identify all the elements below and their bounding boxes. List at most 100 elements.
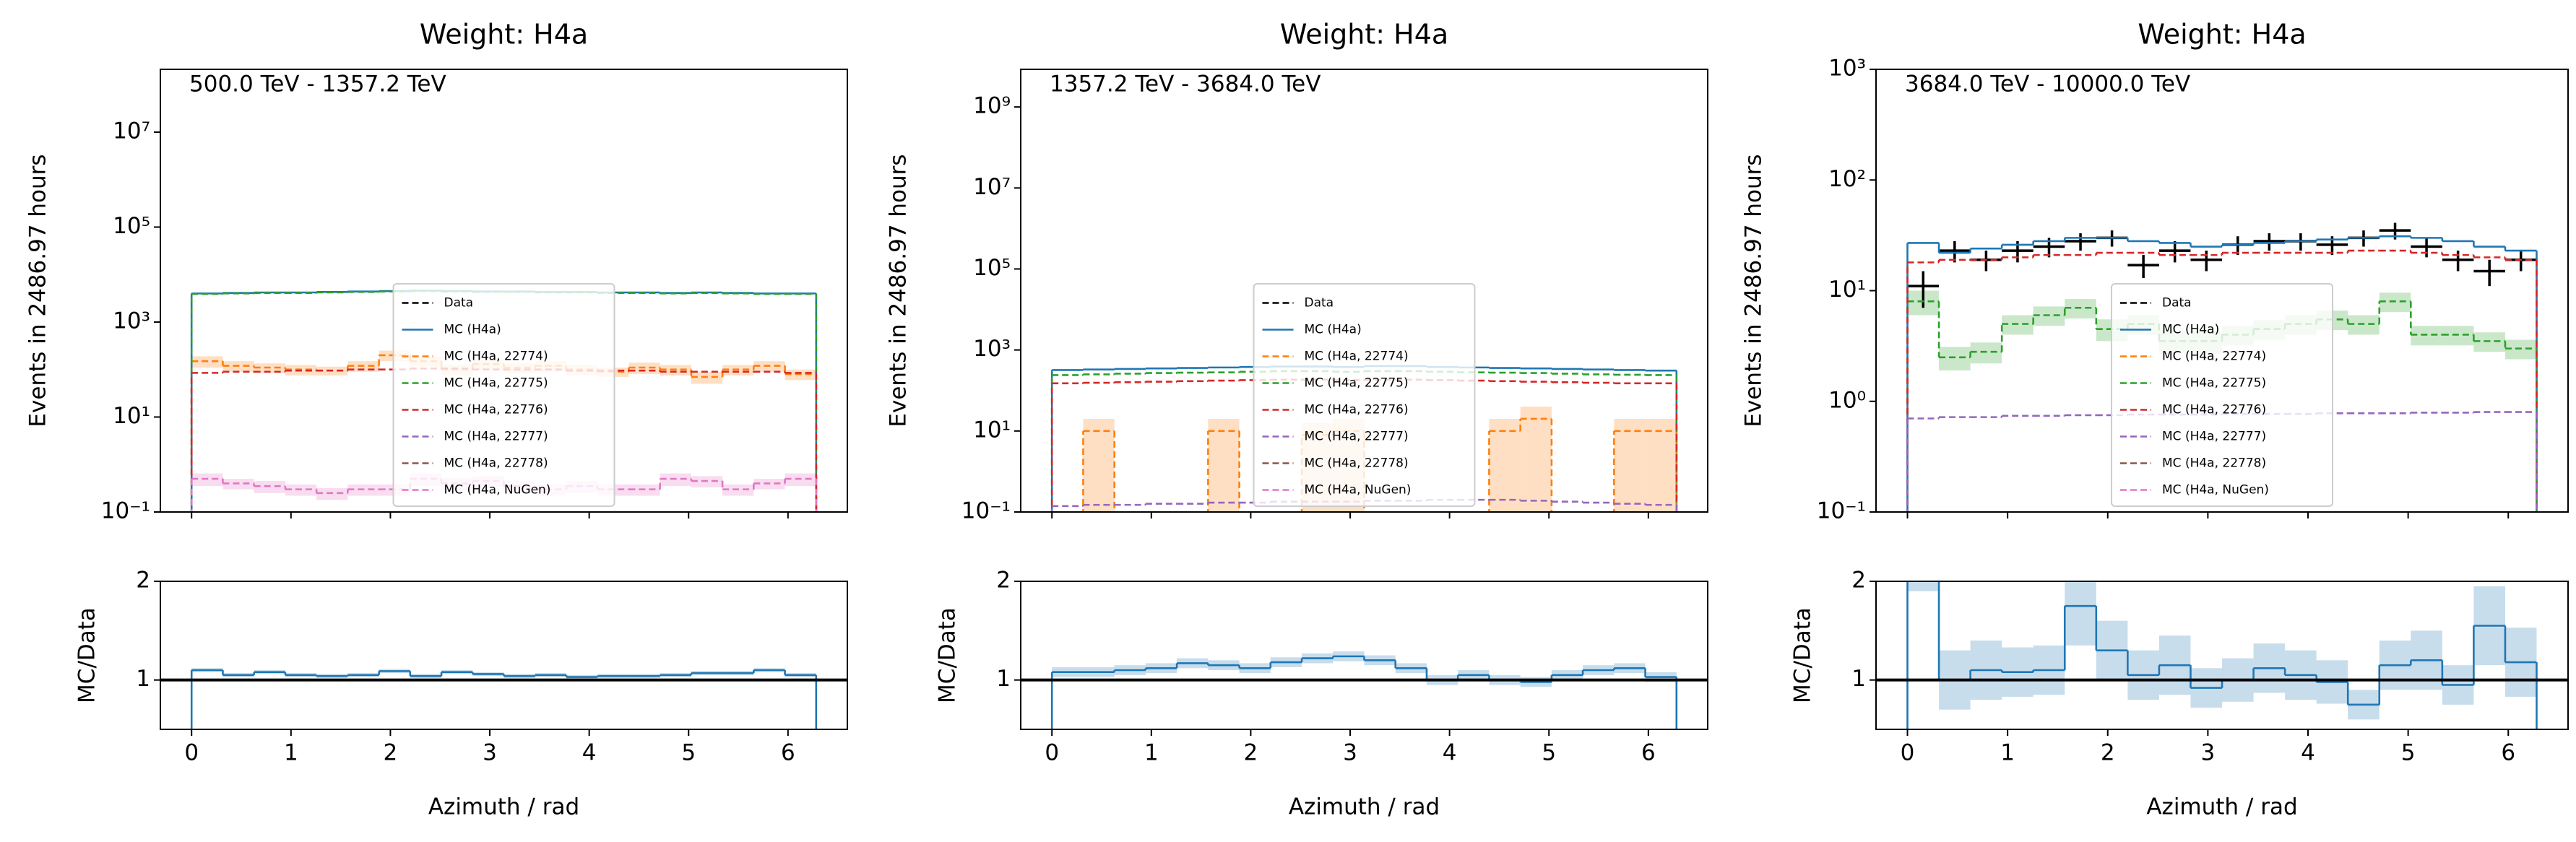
error-band <box>2379 292 2411 313</box>
axes-frame <box>1020 69 1708 513</box>
y-tick-label: 1 <box>1851 666 1866 692</box>
chart-title: Weight: H4a <box>1280 19 1448 51</box>
x-tick-label: 1 <box>2000 740 2015 766</box>
y-axis-label: Events in 2486.97 hours <box>886 154 912 427</box>
error-band <box>1970 342 2002 364</box>
y-axis-label: MC/Data <box>1790 607 1816 703</box>
legend-label: MC (H4a, 22776) <box>444 403 548 417</box>
error-band <box>1520 407 1552 512</box>
x-tick-label: 3 <box>2201 740 2216 766</box>
y-tick-label: 10⁷ <box>973 174 1011 200</box>
y-tick-label: 10⁷ <box>113 118 150 144</box>
legend-label: MC (H4a, 22778) <box>1305 456 1409 471</box>
x-tick-label: 3 <box>1343 740 1357 766</box>
chart-title: Weight: H4a <box>420 19 588 51</box>
axes-frame <box>1875 581 2569 730</box>
x-tick-label: 4 <box>582 740 597 766</box>
x-tick-label: 6 <box>1641 740 1656 766</box>
step-riser <box>1050 656 1678 729</box>
y-axis-label: MC/Data <box>74 607 100 703</box>
y-tick-label: 10⁵ <box>113 213 150 239</box>
annotation: 3684.0 TeV - 10000.0 TeV <box>1905 71 2190 97</box>
y-tick-label: 10³ <box>113 308 150 334</box>
x-tick-label: 0 <box>184 740 199 766</box>
y-tick-label: 10³ <box>1828 56 1866 82</box>
error-band <box>2065 299 2096 319</box>
y-tick-label: 10¹ <box>973 417 1011 443</box>
x-tick-label: 5 <box>1542 740 1556 766</box>
legend-label: MC (H4a, NuGen) <box>1305 483 1412 498</box>
x-tick-label: 2 <box>1244 740 1258 766</box>
x-tick-label: 5 <box>2401 740 2416 766</box>
y-tick-label: 10⁵ <box>973 255 1011 281</box>
legend-label: MC (H4a, 22778) <box>2162 456 2266 471</box>
legend-label: Data <box>2162 296 2192 311</box>
y-tick-label: 10³ <box>973 336 1011 362</box>
error-band <box>2065 581 2096 646</box>
x-axis-label: Azimuth / rad <box>428 794 579 820</box>
legend-label: MC (H4a) <box>444 323 501 337</box>
legend-label: MC (H4a, 22775) <box>444 376 548 391</box>
y-tick-label: 10⁹ <box>973 93 1011 119</box>
error-band <box>2033 306 2065 326</box>
x-tick-label: 1 <box>1144 740 1159 766</box>
error-band <box>785 473 816 487</box>
y-axis-label: Events in 2486.97 hours <box>1741 154 1767 427</box>
y-tick-label: 10⁻¹ <box>101 498 150 524</box>
annotation: 500.0 TeV - 1357.2 TeV <box>189 71 446 97</box>
legend-label: MC (H4a, 22777) <box>1305 430 1409 444</box>
step-riser <box>1906 251 2538 512</box>
axes-frame <box>1875 69 2569 513</box>
legend-label: MC (H4a, 22777) <box>2162 430 2266 444</box>
plot-area <box>160 668 847 729</box>
error-band <box>1939 347 1971 371</box>
legend-label: Data <box>1305 296 1334 311</box>
legend-box <box>392 283 615 507</box>
y-tick-label: 1 <box>136 666 150 692</box>
error-band <box>1208 419 1240 512</box>
error-band <box>2348 315 2380 335</box>
y-tick-label: 10⁻¹ <box>961 498 1011 524</box>
error-band <box>1907 581 1940 591</box>
legend-label: MC (H4a, NuGen) <box>2162 483 2269 498</box>
x-axis-label: Azimuth / rad <box>1289 794 1440 820</box>
plot-area <box>1021 651 1708 729</box>
y-axis-label: MC/Data <box>935 607 961 703</box>
x-axis-label: Azimuth / rad <box>2146 794 2297 820</box>
error-band <box>1645 419 1677 512</box>
x-tick-label: 0 <box>1045 740 1059 766</box>
legend-label: MC (H4a, 22776) <box>1305 403 1409 417</box>
y-tick-label: 10⁻¹ <box>1817 498 1866 524</box>
y-tick-label: 2 <box>136 568 150 594</box>
error-band <box>660 473 691 487</box>
y-tick-label: 2 <box>1851 568 1866 594</box>
step-riser <box>1906 581 2538 729</box>
x-tick-label: 2 <box>384 740 398 766</box>
x-tick-label: 0 <box>1901 740 1915 766</box>
y-tick-label: 10⁰ <box>1828 387 1866 413</box>
legend-label: MC (H4a) <box>2162 323 2219 337</box>
y-tick-label: 1 <box>996 666 1011 692</box>
error-band <box>2442 326 2474 346</box>
annotation: 1357.2 TeV - 3684.0 TeV <box>1050 71 1321 97</box>
y-tick-label: 2 <box>996 568 1011 594</box>
x-tick-label: 3 <box>483 740 497 766</box>
legend-label: MC (H4a, 22775) <box>1305 376 1409 391</box>
y-tick-label: 10¹ <box>113 403 150 429</box>
error-band <box>191 473 223 487</box>
legend-label: MC (H4a, 22776) <box>2162 403 2266 417</box>
y-tick-label: 10¹ <box>1828 277 1866 303</box>
x-tick-label: 2 <box>2101 740 2115 766</box>
x-tick-label: 5 <box>681 740 696 766</box>
legend-box <box>1253 283 1476 507</box>
x-tick-label: 4 <box>2301 740 2315 766</box>
error-band <box>1083 419 1115 512</box>
legend-label: MC (H4a, 22774) <box>444 350 548 364</box>
axes-frame <box>1020 581 1708 730</box>
legend-label: MC (H4a, 22774) <box>1305 350 1409 364</box>
error-band <box>2473 332 2505 352</box>
error-band <box>2411 326 2442 346</box>
axes-frame <box>160 69 848 513</box>
